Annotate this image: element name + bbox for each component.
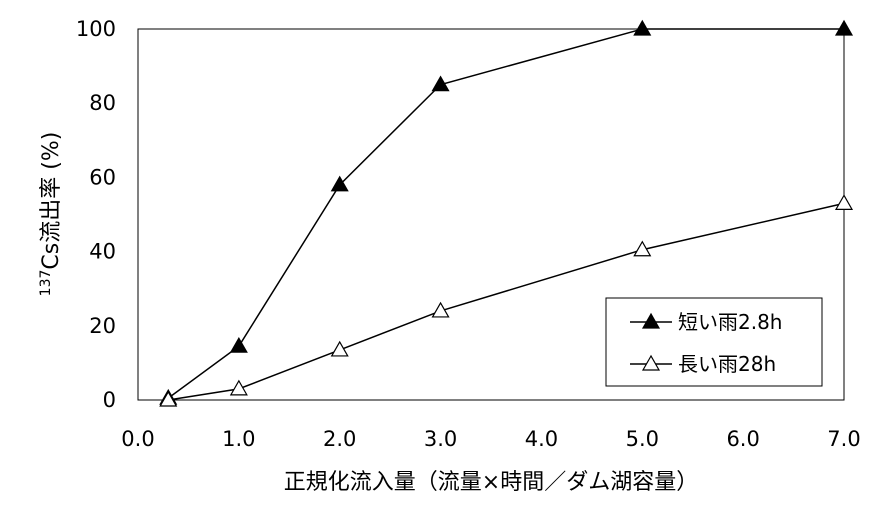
series-layer xyxy=(159,19,854,407)
series-1-point xyxy=(330,175,349,192)
y-tick-label: 20 xyxy=(89,314,116,338)
y-axis-title: 137Cs流出率 (%) xyxy=(38,132,64,297)
x-tick-label: 0.0 xyxy=(121,427,154,451)
x-axis-title: 正規化流入量（流量×時間／ダム湖容量） xyxy=(284,470,698,495)
y-tick-label: 0 xyxy=(103,388,116,412)
x-tick-label: 1.0 xyxy=(222,427,255,451)
y-axis-title-main: Cs流出率 (%) xyxy=(39,132,64,270)
x-tick-label: 3.0 xyxy=(424,427,457,451)
series-2-point xyxy=(159,390,178,407)
legend-label: 短い雨2.8h xyxy=(678,310,782,334)
series-2 xyxy=(159,194,854,407)
legend-marker xyxy=(641,312,661,329)
series-1-line xyxy=(167,28,844,399)
x-tick-label: 2.0 xyxy=(323,427,356,451)
y-tick-label: 80 xyxy=(89,91,116,115)
y-axis-title-superscript: 137 xyxy=(38,270,54,297)
y-axis-ticks: 0 20 40 60 80 100 xyxy=(76,17,116,412)
x-axis-ticks: 0.0 1.0 2.0 3.0 4.0 5.0 6.0 7.0 xyxy=(121,427,860,451)
series-2-point xyxy=(229,379,248,396)
series-1-point xyxy=(431,75,450,92)
y-tick-label: 40 xyxy=(89,240,116,264)
x-tick-label: 4.0 xyxy=(525,427,558,451)
series-2-point xyxy=(431,301,450,318)
legend-box xyxy=(605,297,823,387)
x-tick-label: 6.0 xyxy=(726,427,759,451)
series-1-point xyxy=(633,19,652,36)
series-2-point xyxy=(834,194,854,210)
legend-entries: 短い雨2.8h 長い雨28h xyxy=(630,310,782,376)
series-2-point xyxy=(330,340,349,357)
series-1-point xyxy=(229,336,248,353)
legend: 短い雨2.8h 長い雨28h xyxy=(605,297,823,387)
legend-label: 長い雨28h xyxy=(678,352,776,376)
x-tick-label: 5.0 xyxy=(626,427,659,451)
series-2-line xyxy=(168,202,845,401)
legend-marker xyxy=(641,354,661,371)
y-tick-label: 100 xyxy=(76,17,116,41)
series-1-point xyxy=(834,19,854,36)
y-tick-label: 60 xyxy=(89,165,116,189)
series-2-point xyxy=(633,240,652,257)
x-tick-label: 7.0 xyxy=(827,427,860,451)
